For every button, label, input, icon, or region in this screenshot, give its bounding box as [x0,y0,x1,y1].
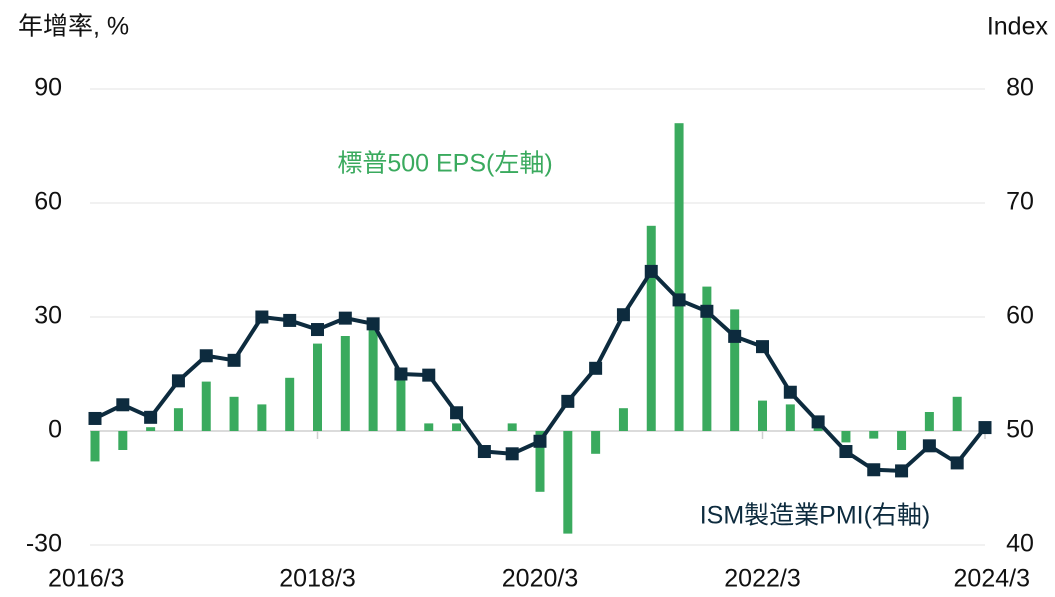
line-marker [839,445,853,459]
line-marker [116,398,130,412]
line-marker [199,349,213,363]
bar [201,381,211,431]
bar [924,412,934,431]
y-tick-label: 60 [34,188,62,216]
line-marker [171,374,185,388]
bar [646,225,656,431]
bar [841,431,851,443]
bar [897,431,907,450]
y-tick-label: -30 [26,530,62,558]
line-marker [867,463,881,477]
line-marker [227,353,241,367]
bar [758,400,767,431]
bar [396,377,406,431]
line-marker [477,445,491,459]
line-marker [644,264,658,278]
line-marker [338,311,352,325]
bar [118,431,128,450]
line-marker [394,367,408,381]
bar [563,431,573,534]
line-marker [978,421,992,435]
line-marker [311,323,324,337]
y2-tick-label: 50 [1006,416,1034,444]
line-marker [366,317,380,331]
series-label: ISM製造業PMI(右軸) [700,502,931,530]
y2-tick-label: 40 [1006,530,1034,558]
y2-tick-label: 70 [1006,188,1034,216]
bar [313,343,322,431]
x-tick-label: 2016/3 [48,565,124,593]
y2-tick-label: 60 [1006,302,1034,330]
line-marker [616,308,630,322]
x-tick-label: 2022/3 [724,565,800,593]
line-marker [811,415,825,429]
bar [674,123,684,431]
x-tick-label: 2018/3 [279,565,355,593]
line-marker [88,411,102,425]
line-marker [672,293,686,307]
bar [340,336,350,431]
line-marker [255,310,269,324]
line-marker [283,313,297,327]
y-tick-label: 90 [34,74,62,102]
bar [173,408,183,431]
bar [424,423,434,431]
line-marker [783,385,797,399]
y-tick-label: 0 [48,416,62,444]
line-marker [533,434,547,448]
line-marker [922,439,936,453]
line-marker [505,447,519,461]
bar [368,324,378,431]
line-marker [561,394,575,408]
bar [90,431,100,462]
bar [507,423,517,431]
x-tick-label: 2020/3 [502,565,578,593]
bar [452,423,462,431]
line-marker [422,368,436,382]
y-tick-label: 30 [34,302,62,330]
line-marker [450,406,464,420]
x-tick-label: 2024/3 [954,565,1030,593]
bar [702,286,712,431]
bar [257,404,267,431]
y-axis-label: 年增率, % [18,13,129,41]
bar [785,404,795,431]
line-marker [895,464,909,478]
line-marker [728,329,742,343]
y2-tick-label: 80 [1006,74,1034,102]
series-label: 標普500 EPS(左軸) [337,150,552,178]
line-marker [756,340,769,354]
line-marker [589,361,603,375]
bar [535,431,545,492]
bar [146,427,156,431]
bar [952,396,962,431]
bar [869,431,879,439]
line-marker [144,410,158,424]
bar [591,431,601,454]
bar [618,408,628,431]
y2-axis-label: Index [987,13,1049,41]
bar [285,377,295,431]
bar [229,396,239,431]
line-marker [700,304,714,318]
bar [730,309,740,431]
line-marker [950,456,964,470]
